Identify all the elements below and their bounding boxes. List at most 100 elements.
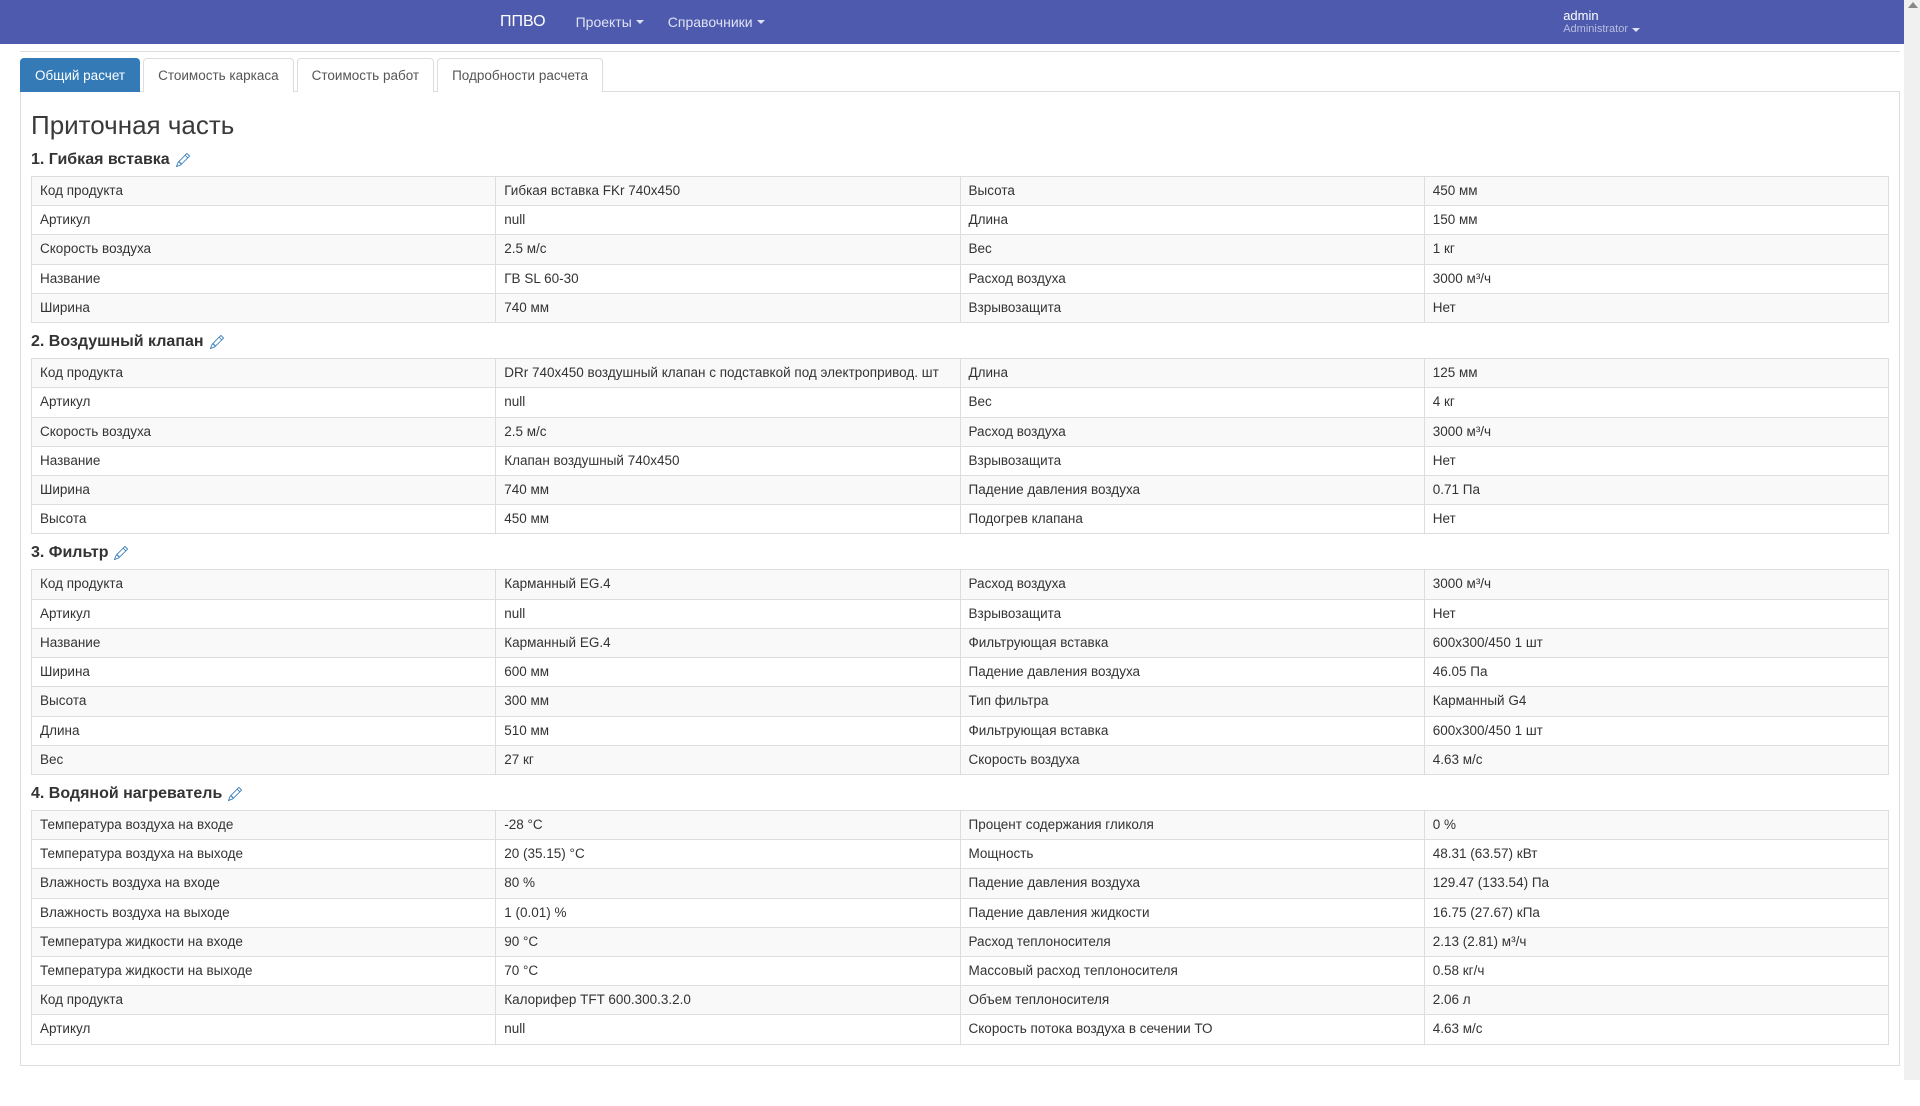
edit-icon[interactable] [176, 153, 190, 167]
param-key: Взрывозащита [960, 293, 1424, 322]
table-row: НазваниеКлапан воздушный 740x450Взрывоза… [32, 446, 1889, 475]
param-key: Объем теплоносителя [960, 986, 1424, 1015]
tab-details[interactable]: Подробности расчета [437, 58, 603, 92]
param-key: Тип фильтра [960, 687, 1424, 716]
calc-tabs: Общий расчет Стоимость каркаса Стоимость… [20, 58, 1900, 92]
param-key: Высота [960, 177, 1424, 206]
table-row: Высота300 ммТип фильтраКарманный G4 [32, 687, 1889, 716]
param-key: Вес [960, 235, 1424, 264]
param-value: 3000 м³/ч [1424, 264, 1888, 293]
section-title: 2. Воздушный клапан [31, 333, 1889, 351]
param-key: Скорость потока воздуха в сечении ТО [960, 1015, 1424, 1044]
param-value: 46.05 Па [1424, 658, 1888, 687]
param-key: Артикул [32, 599, 496, 628]
data-table: Температура воздуха на входе-28 °CПроцен… [31, 810, 1889, 1045]
param-key: Падение давления воздуха [960, 869, 1424, 898]
edit-icon[interactable] [228, 787, 242, 801]
param-value: 2.13 (2.81) м³/ч [1424, 927, 1888, 956]
param-key: Код продукта [32, 177, 496, 206]
param-key: Длина [32, 716, 496, 745]
tab-work-cost[interactable]: Стоимость работ [297, 58, 434, 92]
param-value: 4.63 м/с [1424, 1015, 1888, 1044]
param-key: Артикул [32, 388, 496, 417]
user-menu[interactable]: admin Administrator [1563, 8, 1680, 37]
param-key: Влажность воздуха на входе [32, 869, 496, 898]
nav-directories[interactable]: Справочники [656, 14, 777, 30]
param-key: Расход воздуха [960, 570, 1424, 599]
param-key: Влажность воздуха на выходе [32, 898, 496, 927]
param-key: Ширина [32, 293, 496, 322]
chevron-down-icon [1632, 28, 1640, 32]
table-row: Влажность воздуха на входе80 %Падение да… [32, 869, 1889, 898]
param-key: Взрывозащита [960, 446, 1424, 475]
table-row: Температура воздуха на входе-28 °CПроцен… [32, 810, 1889, 839]
tab-frame-cost[interactable]: Стоимость каркаса [143, 58, 294, 92]
param-key: Артикул [32, 1015, 496, 1044]
upper-tabs-strip [20, 44, 1900, 52]
section-title-text: 2. Воздушный клапан [31, 333, 204, 351]
edit-icon[interactable] [210, 335, 224, 349]
param-key: Падение давления воздуха [960, 475, 1424, 504]
param-value: 600x300/450 1 шт [1424, 716, 1888, 745]
brand[interactable]: ППВО [500, 13, 564, 31]
param-key: Расход воздуха [960, 264, 1424, 293]
param-key: Скорость воздуха [32, 235, 496, 264]
table-row: Ширина740 ммПадение давления воздуха0.71… [32, 475, 1889, 504]
table-row: АртикулnullВзрывозащитаНет [32, 599, 1889, 628]
param-value: Карманный EG.4 [496, 570, 960, 599]
param-value: 4 кг [1424, 388, 1888, 417]
param-value: Клапан воздушный 740x450 [496, 446, 960, 475]
param-key: Длина [960, 359, 1424, 388]
data-table: Код продуктаКарманный EG.4Расход воздуха… [31, 569, 1889, 775]
param-key: Ширина [32, 658, 496, 687]
param-value: 0.71 Па [1424, 475, 1888, 504]
chevron-down-icon [636, 20, 644, 24]
param-value: Карманный EG.4 [496, 628, 960, 657]
param-key: Расход воздуха [960, 417, 1424, 446]
page-title: Приточная часть [31, 110, 1889, 141]
param-key: Код продукта [32, 986, 496, 1015]
param-value: 27 кг [496, 745, 960, 774]
param-value: 3000 м³/ч [1424, 570, 1888, 599]
param-key: Массовый расход теплоносителя [960, 957, 1424, 986]
param-value: Калорифер TFT 600.300.3.2.0 [496, 986, 960, 1015]
nav-projects[interactable]: Проекты [564, 14, 656, 30]
param-key: Название [32, 264, 496, 293]
param-key: Температура жидкости на входе [32, 927, 496, 956]
section-title-text: 3. Фильтр [31, 544, 108, 562]
table-row: Ширина740 ммВзрывозащитаНет [32, 293, 1889, 322]
param-value: 0 % [1424, 810, 1888, 839]
param-key: Подогрев клапана [960, 505, 1424, 534]
table-row: Скорость воздуха2.5 м/сВес1 кг [32, 235, 1889, 264]
tab-overall[interactable]: Общий расчет [20, 58, 140, 92]
table-row: Код продуктаКалорифер TFT 600.300.3.2.0О… [32, 986, 1889, 1015]
param-value: ГВ SL 60-30 [496, 264, 960, 293]
param-key: Падение давления воздуха [960, 658, 1424, 687]
scrollbar-track[interactable] [1904, 0, 1920, 1080]
param-key: Фильтрующая вставка [960, 628, 1424, 657]
param-value: Гибкая вставка FKr 740x450 [496, 177, 960, 206]
param-key: Процент содержания гликоля [960, 810, 1424, 839]
param-value: Нет [1424, 505, 1888, 534]
param-value: 2.5 м/с [496, 417, 960, 446]
table-row: Ширина600 ммПадение давления воздуха46.0… [32, 658, 1889, 687]
param-value: 90 °C [496, 927, 960, 956]
table-row: НазваниеГВ SL 60-30Расход воздуха3000 м³… [32, 264, 1889, 293]
table-row: Длина510 ммФильтрующая вставка600x300/45… [32, 716, 1889, 745]
table-row: АртикулnullДлина150 мм [32, 206, 1889, 235]
param-key: Взрывозащита [960, 599, 1424, 628]
param-value: Нет [1424, 599, 1888, 628]
scroll-up-icon[interactable] [1908, 2, 1918, 8]
param-value: 129.47 (133.54) Па [1424, 869, 1888, 898]
data-table: Код продуктаDRr 740x450 воздушный клапан… [31, 358, 1889, 534]
edit-icon[interactable] [114, 546, 128, 560]
param-key: Температура жидкости на выходе [32, 957, 496, 986]
param-value: null [496, 206, 960, 235]
section-title-text: 1. Гибкая вставка [31, 151, 170, 169]
param-key: Температура воздуха на входе [32, 810, 496, 839]
table-row: Температура жидкости на выходе70 °CМассо… [32, 957, 1889, 986]
table-row: Вес27 кгСкорость воздуха4.63 м/с [32, 745, 1889, 774]
data-table: Код продуктаГибкая вставка FKr 740x450Вы… [31, 176, 1889, 323]
table-row: Код продуктаDRr 740x450 воздушный клапан… [32, 359, 1889, 388]
param-key: Ширина [32, 475, 496, 504]
